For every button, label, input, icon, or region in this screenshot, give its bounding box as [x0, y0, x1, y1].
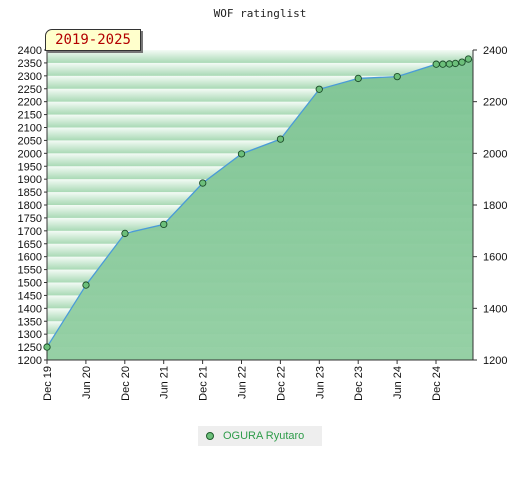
left-tick-label: 1450	[18, 290, 42, 302]
data-point	[43, 343, 51, 351]
right-tick-label: 1200	[483, 355, 507, 367]
left-tick-label: 1650	[18, 239, 42, 251]
x-tick-label: Jun 23	[314, 366, 326, 399]
left-tick-label: 1950	[18, 161, 42, 173]
right-tick-label: 1400	[483, 303, 507, 315]
left-tick-label: 1350	[18, 316, 42, 328]
right-tick-label: 2400	[483, 45, 507, 57]
left-tick-label: 1300	[18, 329, 42, 341]
chart-title: WOF ratinglist	[214, 7, 307, 20]
left-tick-label: 2250	[18, 84, 42, 96]
left-tick-label: 2150	[18, 110, 42, 122]
data-point	[451, 59, 460, 68]
legend-label: OGURA Ryutaro	[223, 430, 305, 442]
left-tick-label: 1400	[18, 303, 42, 315]
legend-marker-icon	[206, 432, 214, 440]
data-point	[445, 60, 454, 68]
left-tick-label: 1550	[18, 265, 42, 277]
data-point	[237, 150, 246, 158]
data-point	[458, 58, 466, 66]
data-point	[160, 220, 168, 229]
x-tick-label: Dec 24	[431, 366, 443, 401]
left-tick-label: 1200	[18, 355, 42, 367]
left-tick-label: 2400	[18, 45, 42, 57]
data-point	[354, 74, 362, 83]
data-point	[464, 55, 473, 63]
right-tick-label: 1800	[483, 200, 507, 212]
x-tick-label: Dec 21	[198, 366, 210, 401]
right-tick-label: 2200	[483, 97, 507, 109]
background-band	[47, 62, 473, 76]
left-tick-label: 2050	[18, 135, 42, 147]
left-tick-label: 1600	[18, 252, 42, 264]
x-tick-label: Jun 21	[159, 366, 171, 399]
x-tick-label: Dec 19	[42, 366, 54, 401]
x-tick-label: Jun 20	[81, 366, 93, 399]
x-tick-label: Dec 23	[353, 366, 365, 401]
left-tick-label: 2100	[18, 123, 42, 135]
left-tick-label: 2350	[18, 58, 42, 70]
data-point	[121, 229, 129, 238]
data-point	[276, 135, 285, 143]
year-range-badge: 2019-2025	[45, 29, 141, 51]
right-y-axis: 1200 1400 1600 1800 2000 2200 2400	[473, 45, 507, 367]
x-tick-label: Dec 20	[120, 366, 132, 401]
data-point	[82, 281, 90, 289]
data-point	[432, 60, 440, 68]
x-tick-label: Dec 22	[275, 366, 287, 401]
data-point	[199, 179, 207, 187]
left-tick-label: 1250	[18, 342, 42, 354]
left-tick-label: 1800	[18, 200, 42, 212]
series-area	[47, 59, 473, 361]
left-tick-label: 2000	[18, 148, 42, 160]
background-band	[47, 50, 473, 63]
data-point	[315, 85, 323, 93]
left-tick-label: 2200	[18, 97, 42, 109]
left-tick-label: 1750	[18, 213, 42, 225]
left-y-axis: 1200125013001350140014501500155016001650…	[18, 45, 47, 367]
data-point	[393, 72, 401, 81]
data-point	[439, 60, 447, 68]
left-tick-label: 1900	[18, 174, 42, 186]
left-tick-label: 2300	[18, 71, 42, 83]
left-tick-label: 1500	[18, 278, 42, 290]
x-axis: Dec 19 Jun 20 Dec 20 Jun 21 Dec 21 Jun 22 Dec …	[42, 360, 443, 401]
legend[interactable]: OGURA Ryutaro	[198, 426, 322, 446]
left-tick-label: 1850	[18, 187, 42, 199]
left-tick-label: 1700	[18, 226, 42, 238]
x-tick-label: Jun 22	[237, 366, 249, 399]
x-tick-label: Jun 24	[392, 366, 404, 399]
right-tick-label: 1600	[483, 252, 507, 264]
right-tick-label: 2000	[483, 148, 507, 160]
data-points	[43, 55, 473, 351]
